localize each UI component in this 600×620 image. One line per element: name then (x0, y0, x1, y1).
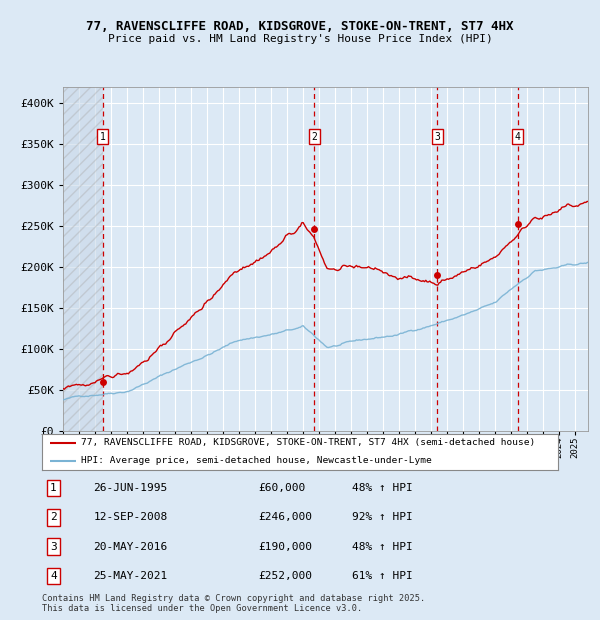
Text: 2: 2 (50, 512, 57, 523)
Text: £246,000: £246,000 (259, 512, 313, 523)
Text: Price paid vs. HM Land Registry's House Price Index (HPI): Price paid vs. HM Land Registry's House … (107, 34, 493, 44)
Text: 26-JUN-1995: 26-JUN-1995 (94, 483, 168, 494)
Text: £60,000: £60,000 (259, 483, 306, 494)
Text: HPI: Average price, semi-detached house, Newcastle-under-Lyme: HPI: Average price, semi-detached house,… (80, 456, 431, 466)
Text: 25-MAY-2021: 25-MAY-2021 (94, 570, 168, 581)
Text: 20-MAY-2016: 20-MAY-2016 (94, 541, 168, 552)
Text: £252,000: £252,000 (259, 570, 313, 581)
Text: Contains HM Land Registry data © Crown copyright and database right 2025.
This d: Contains HM Land Registry data © Crown c… (42, 594, 425, 613)
Text: 1: 1 (50, 483, 57, 494)
Text: 1: 1 (100, 131, 106, 142)
Text: £190,000: £190,000 (259, 541, 313, 552)
Text: 48% ↑ HPI: 48% ↑ HPI (352, 541, 412, 552)
Text: 3: 3 (50, 541, 57, 552)
Text: 2: 2 (311, 131, 317, 142)
Text: 4: 4 (515, 131, 521, 142)
Bar (63, 87, 103, 431)
Text: 92% ↑ HPI: 92% ↑ HPI (352, 512, 412, 523)
Text: 61% ↑ HPI: 61% ↑ HPI (352, 570, 412, 581)
Text: 4: 4 (50, 570, 57, 581)
Bar (63, 87, 103, 431)
Text: 12-SEP-2008: 12-SEP-2008 (94, 512, 168, 523)
Text: 48% ↑ HPI: 48% ↑ HPI (352, 483, 412, 494)
Text: 77, RAVENSCLIFFE ROAD, KIDSGROVE, STOKE-ON-TRENT, ST7 4HX (semi-detached house): 77, RAVENSCLIFFE ROAD, KIDSGROVE, STOKE-… (80, 438, 535, 448)
Text: 77, RAVENSCLIFFE ROAD, KIDSGROVE, STOKE-ON-TRENT, ST7 4HX: 77, RAVENSCLIFFE ROAD, KIDSGROVE, STOKE-… (86, 20, 514, 33)
Text: 3: 3 (434, 131, 440, 142)
